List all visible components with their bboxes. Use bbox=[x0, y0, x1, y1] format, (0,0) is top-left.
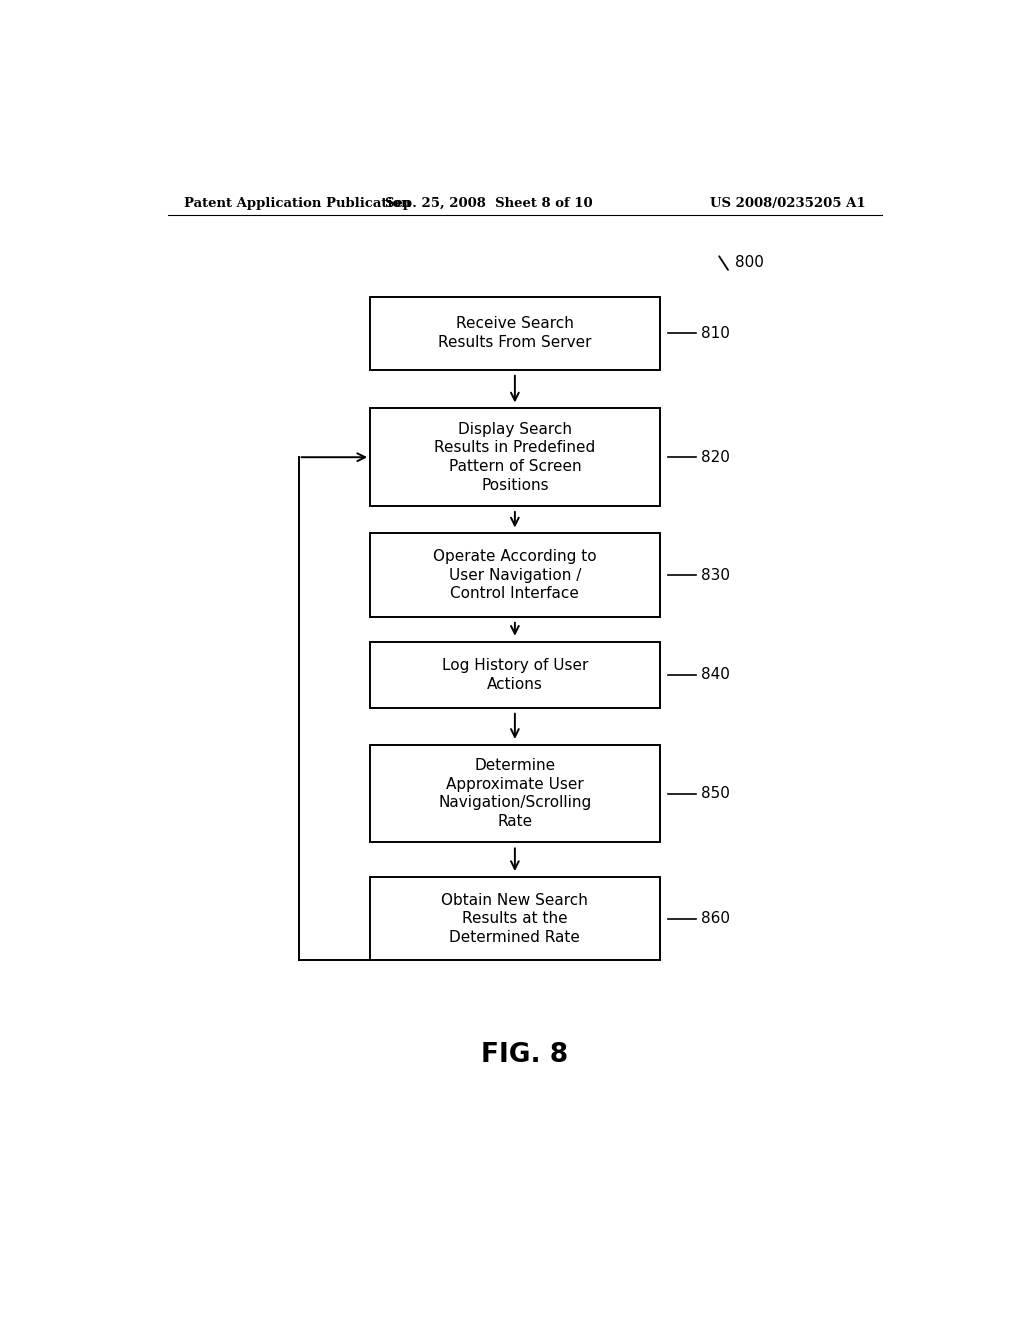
Text: Patent Application Publication: Patent Application Publication bbox=[183, 197, 411, 210]
Bar bbox=[370, 297, 659, 370]
Text: Obtain New Search
Results at the
Determined Rate: Obtain New Search Results at the Determi… bbox=[441, 892, 589, 945]
Text: Operate According to
User Navigation /
Control Interface: Operate According to User Navigation / C… bbox=[433, 549, 597, 601]
Text: 860: 860 bbox=[701, 911, 730, 927]
Bar bbox=[370, 642, 659, 708]
Text: Receive Search
Results From Server: Receive Search Results From Server bbox=[438, 317, 592, 350]
Text: 800: 800 bbox=[735, 255, 764, 269]
Text: US 2008/0235205 A1: US 2008/0235205 A1 bbox=[711, 197, 866, 210]
Text: FIG. 8: FIG. 8 bbox=[481, 1041, 568, 1068]
Text: Display Search
Results in Predefined
Pattern of Screen
Positions: Display Search Results in Predefined Pat… bbox=[434, 422, 596, 492]
Bar bbox=[370, 744, 659, 842]
Text: 830: 830 bbox=[701, 568, 730, 582]
Bar bbox=[370, 876, 659, 961]
Bar bbox=[370, 408, 659, 506]
Text: Sep. 25, 2008  Sheet 8 of 10: Sep. 25, 2008 Sheet 8 of 10 bbox=[385, 197, 593, 210]
Bar bbox=[370, 533, 659, 616]
Text: 810: 810 bbox=[701, 326, 730, 341]
Text: 850: 850 bbox=[701, 787, 730, 801]
Text: Determine
Approximate User
Navigation/Scrolling
Rate: Determine Approximate User Navigation/Sc… bbox=[438, 758, 592, 829]
Text: 820: 820 bbox=[701, 450, 730, 465]
Text: 840: 840 bbox=[701, 667, 730, 682]
Text: Log History of User
Actions: Log History of User Actions bbox=[441, 657, 588, 692]
